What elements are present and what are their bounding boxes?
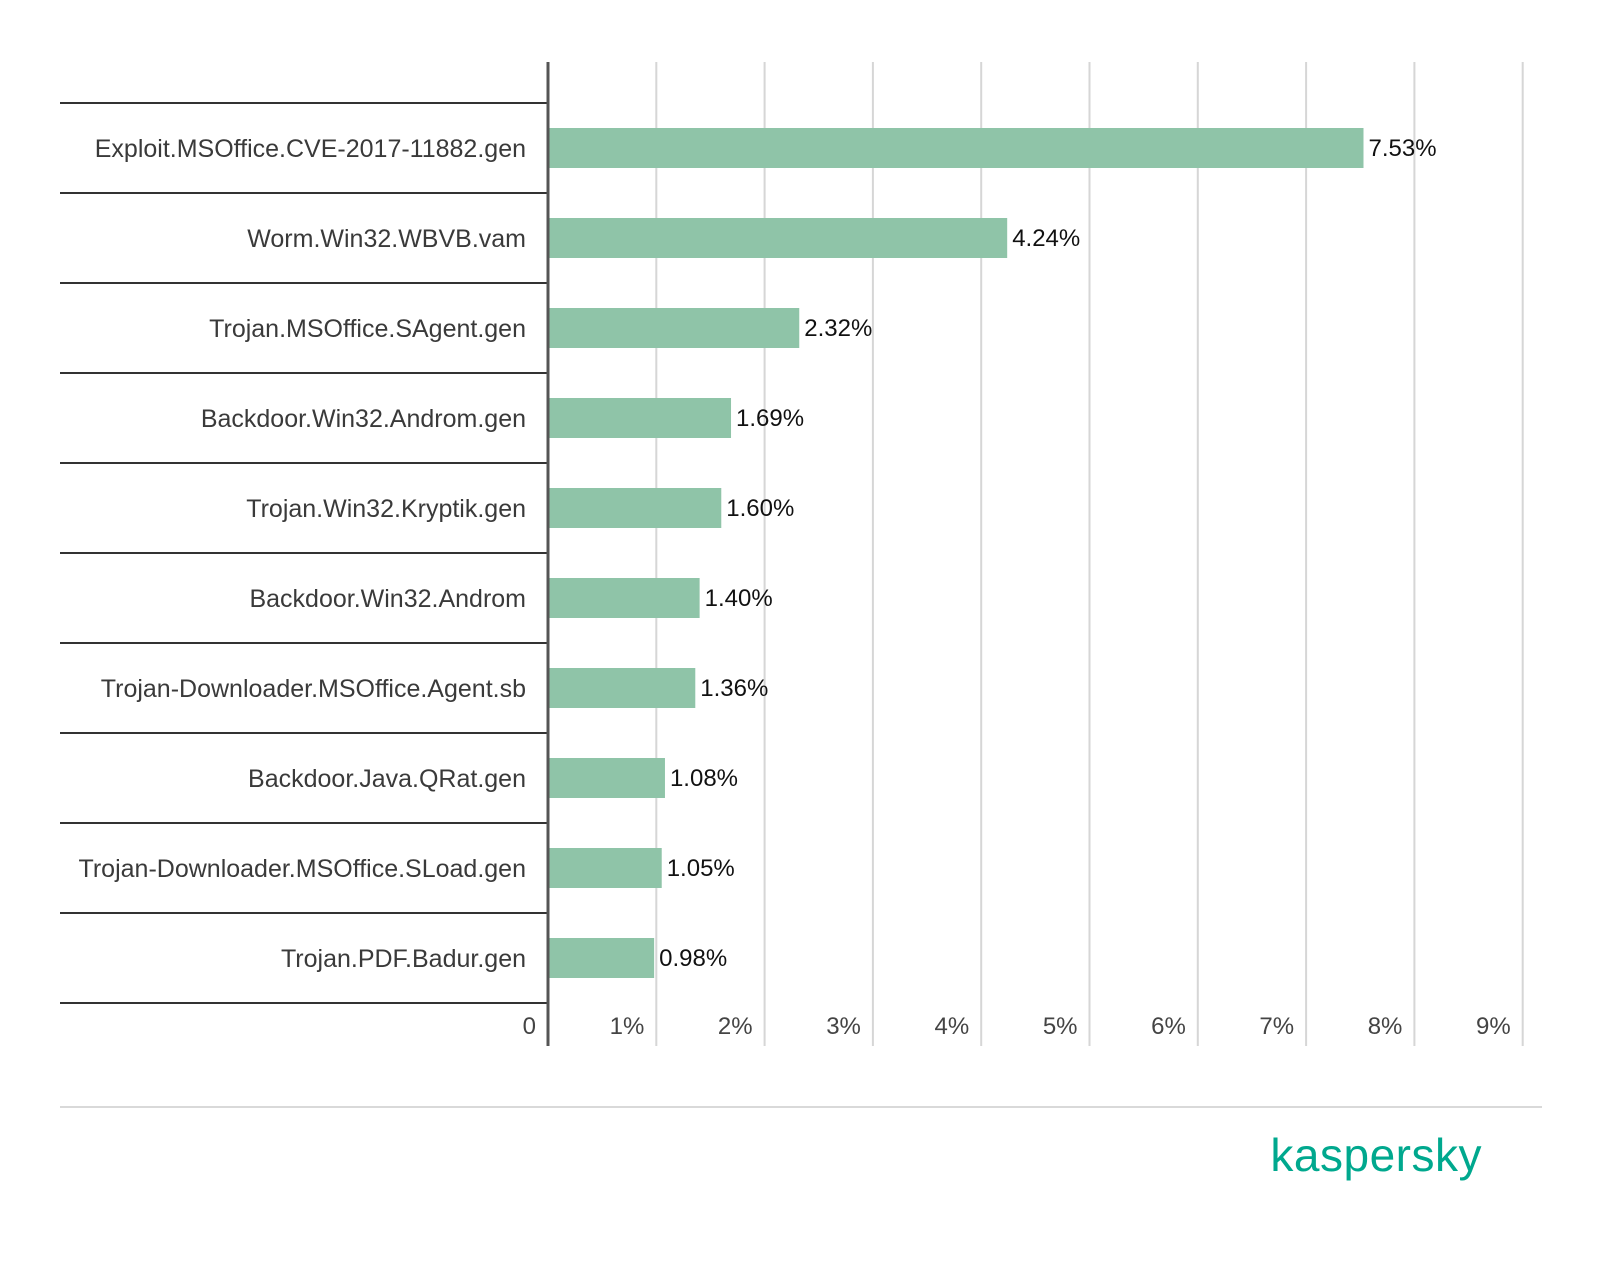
x-tick-label: 0 (523, 1013, 536, 1040)
value-label: 1.36% (700, 675, 768, 702)
kaspersky-logo: kaspersky (1270, 1129, 1482, 1181)
x-tick-label: 7% (1259, 1013, 1294, 1040)
category-label: Trojan-Downloader.MSOffice.Agent.sb (101, 675, 526, 703)
category-label: Worm.Win32.WBVB.vam (247, 225, 526, 253)
bar (548, 398, 732, 438)
value-label: 1.60% (726, 495, 794, 522)
x-tick-label: 8% (1368, 1013, 1403, 1040)
x-tick-label: 5% (1043, 1013, 1078, 1040)
bar (548, 308, 800, 348)
category-label: Exploit.MSOffice.CVE-2017-11882.gen (95, 135, 526, 163)
x-tick-label: 4% (935, 1013, 970, 1040)
category-label: Trojan.Win32.Kryptik.gen (246, 495, 526, 523)
x-tick-label: 1% (610, 1013, 645, 1040)
x-tick-label: 6% (1151, 1013, 1186, 1040)
x-tick-labels: 0 1% 2% 3% 4% 5% 6% 7% 8% 9% (523, 1013, 1511, 1040)
category-label: Backdoor.Win32.Androm.gen (201, 405, 526, 433)
bar (548, 578, 700, 618)
category-label: Trojan-Downloader.MSOffice.SLoad.gen (79, 855, 526, 883)
value-labels: 7.53% 4.24% 2.32% 1.69% 1.60% 1.40% 1.36% 1.08%… (659, 135, 1436, 972)
row-separators (60, 102, 548, 1004)
value-label: 2.32% (804, 315, 872, 342)
value-label: 0.98% (659, 945, 727, 972)
category-label: Backdoor.Win32.Androm (249, 585, 526, 613)
x-tick-label: 3% (826, 1013, 861, 1040)
bar (548, 938, 655, 978)
category-label: Trojan.MSOffice.SAgent.gen (209, 315, 526, 343)
category-label: Trojan.PDF.Badur.gen (281, 945, 526, 973)
x-tick-label: 2% (718, 1013, 753, 1040)
bars (548, 128, 1364, 978)
bar (548, 668, 696, 708)
value-label: 1.08% (670, 765, 738, 792)
value-label: 4.24% (1012, 225, 1080, 252)
grid-lines (655, 62, 1524, 1046)
bar (548, 848, 662, 888)
bar (548, 488, 722, 528)
value-label: 7.53% (1368, 135, 1436, 162)
category-labels: Exploit.MSOffice.CVE-2017-11882.gen Worm.… (79, 135, 526, 973)
category-label: Backdoor.Java.QRat.gen (248, 765, 526, 793)
bar (548, 218, 1008, 258)
value-label: 1.40% (705, 585, 773, 612)
value-label: 1.05% (667, 855, 735, 882)
bar (548, 128, 1364, 168)
bar (548, 758, 665, 798)
value-label: 1.69% (736, 405, 804, 432)
x-tick-label: 9% (1476, 1013, 1511, 1040)
